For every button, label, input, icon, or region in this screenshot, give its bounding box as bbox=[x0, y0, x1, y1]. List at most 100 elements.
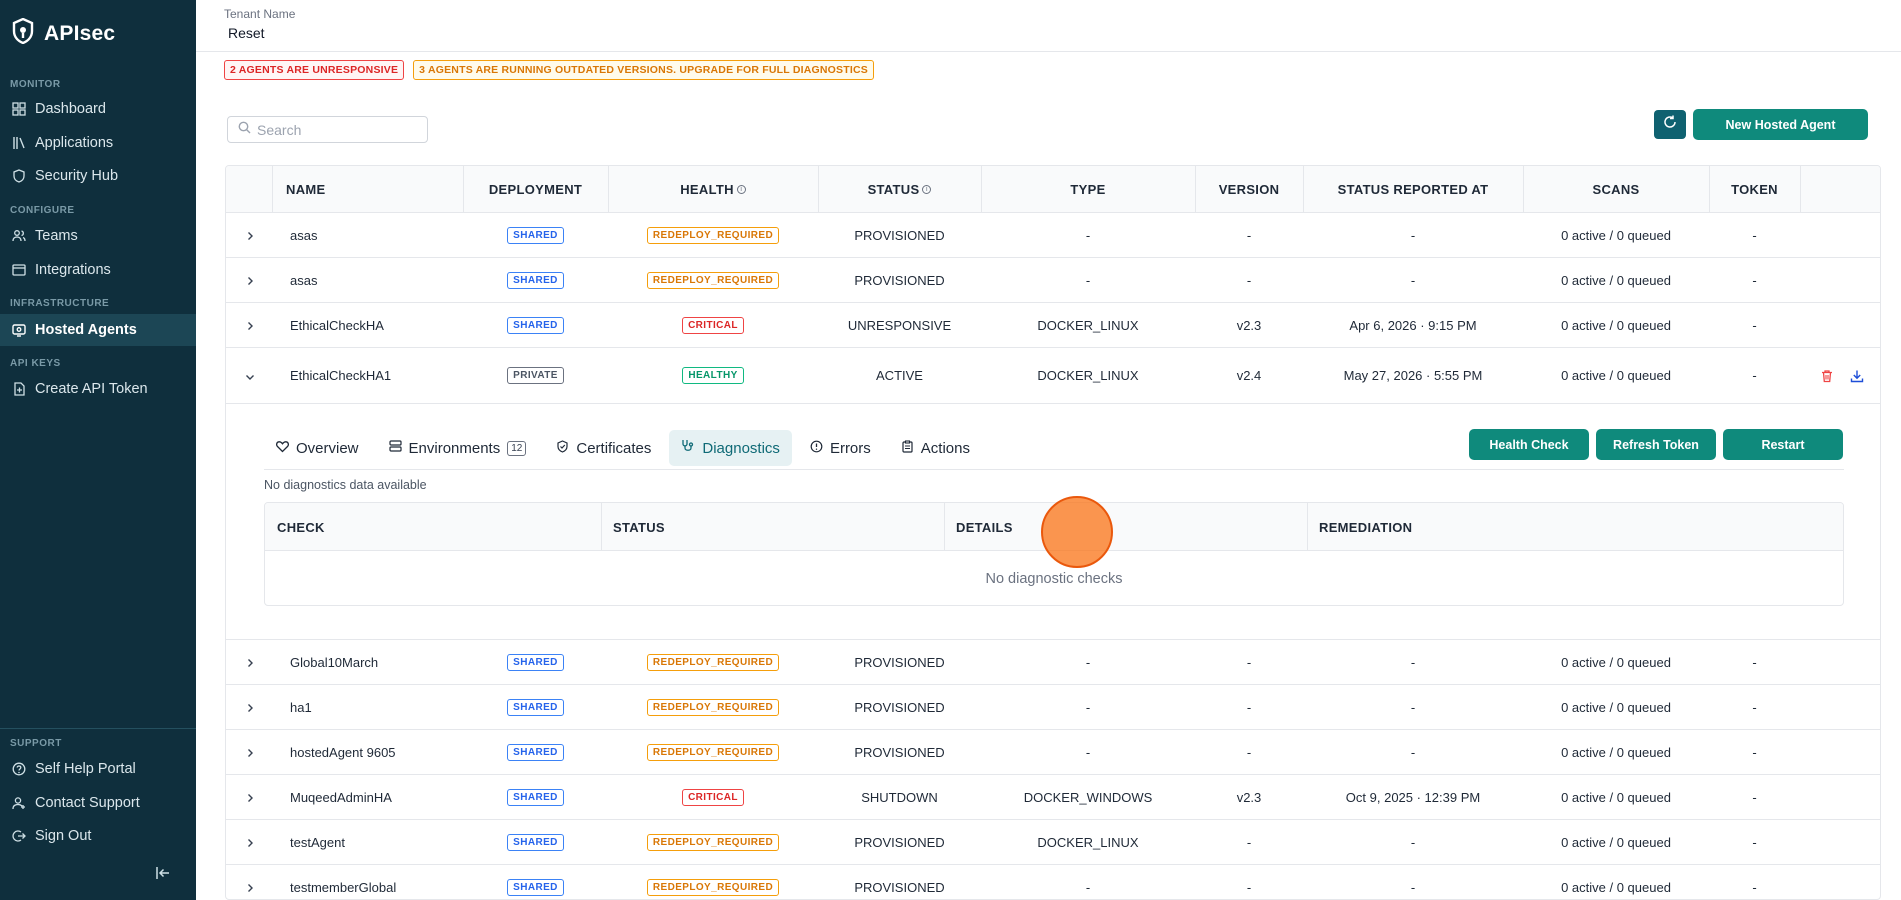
column-header-name[interactable]: NAME bbox=[286, 182, 326, 197]
sidebar-item-create-api-token[interactable]: Create API Token bbox=[0, 373, 196, 405]
refresh-button[interactable] bbox=[1654, 110, 1686, 139]
version-cell: v2.3 bbox=[1236, 317, 1262, 333]
scans-cell: 0 active / 0 queued bbox=[1561, 699, 1671, 715]
health-cell: REDEPLOY_REQUIRED bbox=[608, 640, 818, 684]
type-cell: - bbox=[1085, 879, 1091, 895]
column-header-scans[interactable]: SCANS bbox=[1592, 182, 1640, 197]
scans-cell: 0 active / 0 queued bbox=[1561, 879, 1671, 895]
sidebar-item-teams[interactable]: Teams bbox=[0, 220, 196, 252]
tab-errors[interactable]: Errors bbox=[798, 430, 883, 466]
chevron-right-icon[interactable] bbox=[244, 229, 256, 241]
version-cell: - bbox=[1246, 879, 1252, 895]
deployment-badge: SHARED bbox=[507, 316, 564, 334]
health-cell: REDEPLOY_REQUIRED bbox=[608, 258, 818, 302]
agent-name: asas bbox=[290, 272, 318, 288]
contact-icon bbox=[12, 796, 26, 810]
health-cell: CRITICAL bbox=[608, 775, 818, 819]
table-row[interactable]: MuqeedAdminHA SHARED CRITICAL SHUTDOWN DOCKE… bbox=[226, 775, 1880, 820]
health-check-button[interactable]: Health Check bbox=[1469, 429, 1589, 460]
tab-environments[interactable]: Environments 12 bbox=[377, 430, 539, 466]
token-cell: - bbox=[1752, 834, 1757, 850]
column-header-status-reported-at[interactable]: STATUS REPORTED AT bbox=[1337, 182, 1489, 197]
deployment-badge: SHARED bbox=[507, 271, 564, 289]
sidebar-item-contact-support[interactable]: Contact Support bbox=[0, 787, 196, 819]
tab-overview[interactable]: Overview bbox=[264, 430, 371, 466]
token-cell: - bbox=[1752, 699, 1757, 715]
help-icon bbox=[12, 762, 26, 776]
scans-cell: 0 active / 0 queued bbox=[1561, 227, 1671, 243]
sidebar-item-applications[interactable]: Applications bbox=[0, 127, 196, 159]
sidebar-item-label: Security Hub bbox=[35, 168, 119, 184]
chevron-right-icon[interactable] bbox=[244, 656, 256, 668]
chevron-right-icon[interactable] bbox=[244, 274, 256, 286]
type-cell: DOCKER_WINDOWS bbox=[1023, 789, 1153, 805]
column-header-status[interactable]: STATUS i bbox=[818, 166, 981, 213]
health-cell: REDEPLOY_REQUIRED bbox=[608, 685, 818, 729]
chevron-right-icon[interactable] bbox=[244, 746, 256, 758]
type-cell: DOCKER_LINUX bbox=[1037, 317, 1139, 333]
deployment-badge: SHARED bbox=[507, 788, 564, 806]
download-icon[interactable] bbox=[1850, 369, 1864, 383]
column-header-deployment[interactable]: DEPLOYMENT bbox=[488, 182, 583, 197]
info-icon[interactable]: i bbox=[736, 185, 746, 194]
token-cell: - bbox=[1752, 317, 1757, 333]
tenant-label: Tenant Name bbox=[224, 7, 296, 21]
health-badge: HEALTHY bbox=[682, 367, 744, 384]
restart-button[interactable]: Restart bbox=[1723, 429, 1843, 460]
info-icon[interactable]: i bbox=[922, 185, 932, 194]
no-diagnostic-checks-message: No diagnostic checks bbox=[985, 571, 1123, 587]
chevron-right-icon[interactable] bbox=[244, 319, 256, 331]
search-input[interactable] bbox=[257, 121, 417, 138]
sidebar-item-hosted-agents[interactable]: Hosted Agents bbox=[0, 314, 196, 346]
environments-count-badge: 12 bbox=[507, 440, 527, 456]
sidebar-item-sign-out[interactable]: Sign Out bbox=[0, 820, 196, 852]
search-box[interactable] bbox=[227, 116, 428, 143]
tab-certificates[interactable]: Certificates bbox=[544, 430, 663, 466]
table-row[interactable]: EthicalCheckHA SHARED CRITICAL UNRESPONSIVE… bbox=[226, 303, 1880, 348]
stethoscope-icon bbox=[681, 439, 695, 457]
table-row[interactable]: ha1 SHARED REDEPLOY_REQUIRED PROVISIONED - - -… bbox=[226, 685, 1880, 730]
table-row[interactable]: EthicalCheckHA1 PRIVATE HEALTHY ACTIVE DOCKE… bbox=[226, 348, 1880, 404]
certificate-icon bbox=[556, 439, 569, 457]
tab-actions[interactable]: Actions bbox=[889, 430, 982, 466]
table-row[interactable]: Global10March SHARED REDEPLOY_REQUIRED PROV… bbox=[226, 640, 1880, 685]
status-cell: PROVISIONED bbox=[854, 699, 945, 715]
version-cell: - bbox=[1246, 654, 1252, 670]
agent-name: Global10March bbox=[290, 654, 379, 670]
new-hosted-agent-button[interactable]: New Hosted Agent bbox=[1693, 109, 1868, 140]
table-row[interactable]: testmemberGlobal SHARED REDEPLOY_REQUIRED P… bbox=[226, 865, 1880, 899]
chevron-right-icon[interactable] bbox=[244, 836, 256, 848]
sidebar-item-security-hub[interactable]: Security Hub bbox=[0, 160, 196, 192]
table-row[interactable]: hostedAgent 9605 SHARED REDEPLOY_REQUIRED P… bbox=[226, 730, 1880, 775]
version-cell: v2.3 bbox=[1236, 789, 1262, 805]
token-cell: - bbox=[1752, 272, 1757, 288]
tenant-selector[interactable]: Reset bbox=[228, 25, 265, 41]
chevron-right-icon[interactable] bbox=[244, 791, 256, 803]
table-row[interactable]: asas SHARED REDEPLOY_REQUIRED PROVISIONED - -… bbox=[226, 258, 1880, 303]
sidebar-divider bbox=[0, 728, 196, 729]
sidebar-item-label: Hosted Agents bbox=[35, 322, 137, 338]
token-cell: - bbox=[1752, 789, 1757, 805]
table-row[interactable]: asas SHARED REDEPLOY_REQUIRED PROVISIONED - -… bbox=[226, 213, 1880, 258]
column-header-version[interactable]: VERSION bbox=[1218, 182, 1280, 197]
column-header-health[interactable]: HEALTH i bbox=[608, 166, 818, 213]
sidebar-item-label: Create API Token bbox=[35, 381, 148, 397]
sidebar-item-self-help-portal[interactable]: Self Help Portal bbox=[0, 753, 196, 785]
collapse-sidebar-icon[interactable] bbox=[154, 864, 172, 882]
column-header-type[interactable]: TYPE bbox=[1070, 182, 1106, 197]
brand[interactable]: APIsec bbox=[12, 17, 115, 49]
section-label-monitor: MONITOR bbox=[10, 79, 61, 90]
sidebar-item-integrations[interactable]: Integrations bbox=[0, 254, 196, 286]
scans-cell: 0 active / 0 queued bbox=[1561, 834, 1671, 850]
sidebar-item-label: Integrations bbox=[35, 262, 111, 278]
trash-icon[interactable] bbox=[1820, 369, 1834, 383]
chevron-right-icon[interactable] bbox=[244, 701, 256, 713]
column-header-token[interactable]: TOKEN bbox=[1731, 182, 1778, 197]
refresh-token-button[interactable]: Refresh Token bbox=[1596, 429, 1716, 460]
tab-diagnostics[interactable]: Diagnostics bbox=[669, 430, 792, 466]
deployment-badge: SHARED bbox=[507, 743, 564, 761]
sidebar-item-dashboard[interactable]: Dashboard bbox=[0, 93, 196, 125]
chevron-right-icon[interactable] bbox=[244, 881, 256, 893]
chevron-down-icon[interactable] bbox=[244, 370, 256, 382]
table-row[interactable]: testAgent SHARED REDEPLOY_REQUIRED PROVISIO… bbox=[226, 820, 1880, 865]
